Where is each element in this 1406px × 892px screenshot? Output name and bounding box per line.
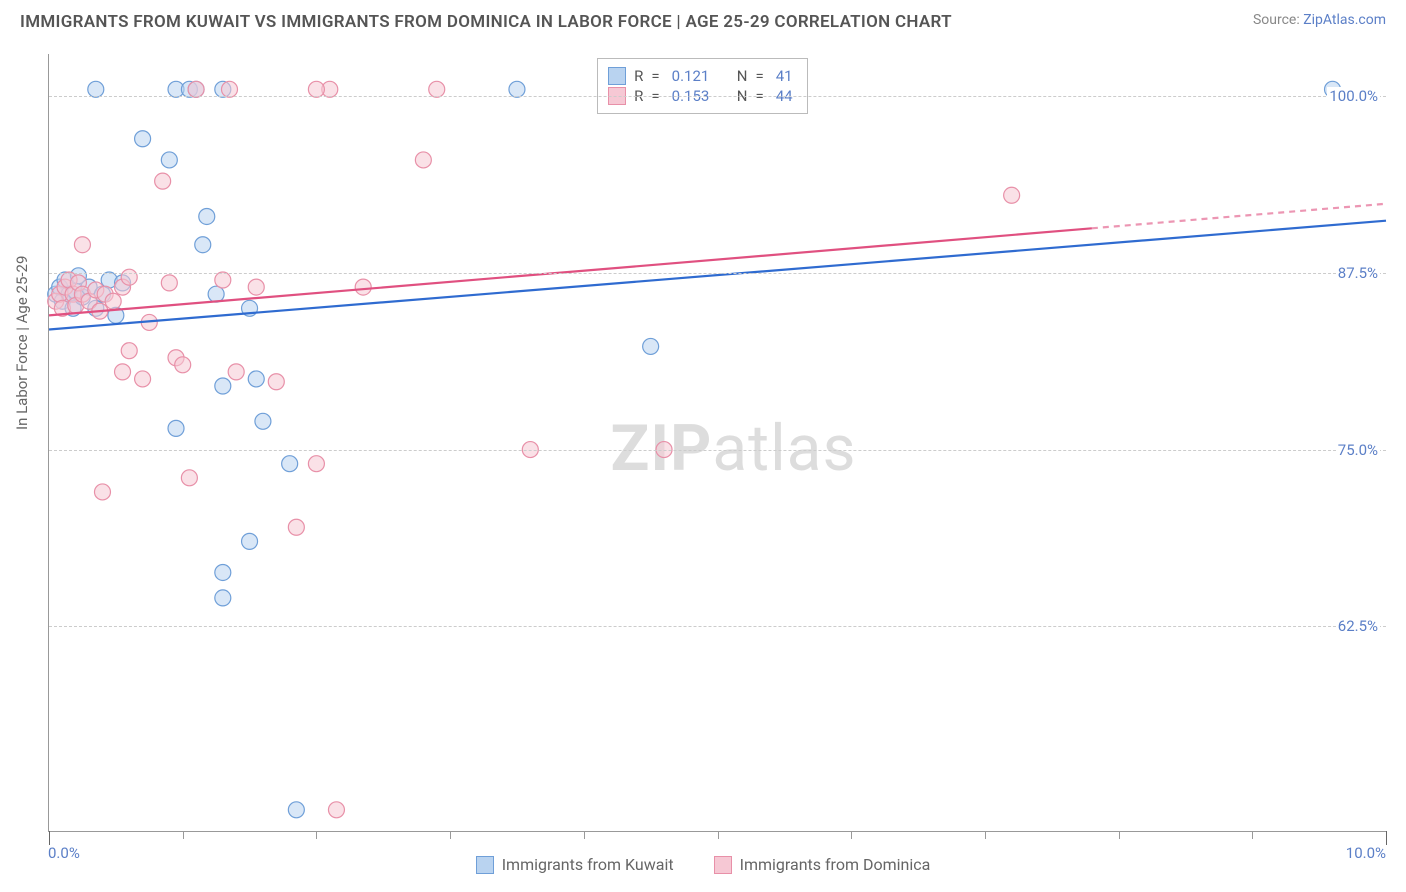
stats-n-label: N [737, 67, 748, 85]
x-tick-minor [1119, 831, 1120, 839]
scatter-point-dominica [328, 802, 344, 818]
scatter-point-kuwait [135, 131, 151, 147]
scatter-point-dominica [135, 371, 151, 387]
scatter-point-dominica [268, 374, 284, 390]
y-tick-label: 100.0% [1327, 87, 1380, 105]
legend-label-kuwait: Immigrants from Kuwait [502, 855, 674, 874]
scatter-point-kuwait [509, 81, 525, 97]
scatter-point-dominica [308, 81, 324, 97]
scatter-point-dominica [215, 272, 231, 288]
legend-swatch-dominica [714, 856, 732, 874]
y-tick-label: 87.5% [1336, 264, 1380, 282]
x-tick-minor [851, 831, 852, 839]
scatter-point-dominica [308, 456, 324, 472]
scatter-plot-svg [49, 54, 1386, 831]
legend-label-dominica: Immigrants from Dominica [740, 855, 931, 874]
scatter-point-dominica [121, 343, 137, 359]
scatter-point-kuwait [88, 81, 104, 97]
scatter-point-dominica [94, 484, 110, 500]
scatter-point-kuwait [161, 152, 177, 168]
chart-title: IMMIGRANTS FROM KUWAIT VS IMMIGRANTS FRO… [20, 12, 952, 32]
stats-r-label: R [634, 67, 643, 85]
scatter-point-kuwait [282, 456, 298, 472]
y-tick-label: 75.0% [1336, 441, 1380, 459]
stats-eq: = [755, 67, 763, 85]
scatter-point-kuwait [242, 533, 258, 549]
scatter-point-dominica [105, 293, 121, 309]
stats-swatch-kuwait [608, 67, 626, 85]
scatter-point-kuwait [288, 802, 304, 818]
stats-row-kuwait: R = 0.121 N = 41 [608, 67, 796, 85]
x-tick-major [1386, 831, 1387, 845]
x-tick-minor [718, 831, 719, 839]
stats-eq: = [651, 67, 659, 85]
source-prefix: Source: [1253, 12, 1303, 28]
scatter-point-dominica [121, 269, 137, 285]
scatter-point-dominica [181, 470, 197, 486]
scatter-point-dominica [288, 519, 304, 535]
scatter-point-kuwait [195, 237, 211, 253]
x-tick-minor [450, 831, 451, 839]
gridline-horizontal [49, 273, 1386, 274]
source-link[interactable]: ZipAtlas.com [1303, 12, 1386, 28]
trend-line-kuwait [49, 221, 1386, 330]
y-axis-title: In Labor Force | Age 25-29 [13, 256, 31, 430]
stats-n-value-kuwait: 41 [776, 67, 793, 85]
stats-r-value-kuwait: 0.121 [672, 67, 710, 85]
scatter-point-dominica [175, 357, 191, 373]
x-tick-minor [316, 831, 317, 839]
chart-plot-area: ZIPatlas R=0.121 N=41R=0.153 N=44 62.5%7… [48, 54, 1386, 832]
gridline-horizontal [49, 96, 1386, 97]
gridline-horizontal [49, 626, 1386, 627]
legend-item-dominica: Immigrants from Dominica [714, 855, 931, 874]
x-tick-minor [985, 831, 986, 839]
scatter-point-dominica [1004, 187, 1020, 203]
scatter-point-dominica [161, 275, 177, 291]
scatter-point-kuwait [199, 208, 215, 224]
x-tick-minor [1252, 831, 1253, 839]
scatter-point-kuwait [248, 371, 264, 387]
scatter-point-kuwait [215, 564, 231, 580]
source-attribution: Source: ZipAtlas.com [1253, 12, 1386, 28]
chart-legend: Immigrants from Kuwait Immigrants from Do… [0, 855, 1406, 874]
scatter-point-dominica [248, 279, 264, 295]
gridline-horizontal [49, 450, 1386, 451]
legend-item-kuwait: Immigrants from Kuwait [476, 855, 674, 874]
scatter-point-dominica [115, 364, 131, 380]
x-tick-minor [584, 831, 585, 839]
scatter-point-kuwait [215, 590, 231, 606]
correlation-stats-box: R=0.121 N=41R=0.153 N=44 [597, 58, 807, 114]
scatter-point-dominica [355, 279, 371, 295]
legend-swatch-kuwait [476, 856, 494, 874]
x-tick-major [49, 831, 50, 845]
scatter-point-dominica [415, 152, 431, 168]
y-tick-label: 62.5% [1336, 617, 1380, 635]
x-tick-minor [183, 831, 184, 839]
scatter-point-dominica [429, 81, 445, 97]
scatter-point-kuwait [168, 420, 184, 436]
scatter-point-dominica [221, 81, 237, 97]
scatter-point-kuwait [255, 413, 271, 429]
scatter-point-dominica [188, 81, 204, 97]
scatter-point-dominica [228, 364, 244, 380]
scatter-point-kuwait [215, 378, 231, 394]
scatter-point-kuwait [643, 338, 659, 354]
scatter-point-dominica [155, 173, 171, 189]
scatter-point-dominica [74, 237, 90, 253]
